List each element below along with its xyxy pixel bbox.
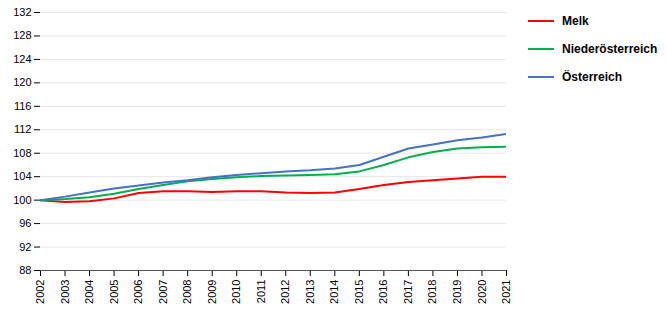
- svg-text:2008: 2008: [181, 280, 193, 304]
- html-text:Niederösterreich: Niederösterreich: [562, 42, 658, 56]
- svg-text:2004: 2004: [83, 280, 95, 304]
- svg-text:116: 116: [14, 100, 32, 112]
- svg-text:104: 104: [13, 170, 31, 182]
- svg-text:2013: 2013: [304, 280, 316, 304]
- svg-text:124: 124: [13, 53, 31, 65]
- svg-text:2006: 2006: [132, 280, 144, 304]
- html-text:Melk: Melk: [562, 14, 589, 28]
- svg-text:2018: 2018: [426, 280, 438, 304]
- svg-text:96: 96: [19, 217, 31, 229]
- svg-text:2011: 2011: [255, 280, 267, 304]
- svg-text:92: 92: [19, 241, 31, 253]
- svg-text:2009: 2009: [206, 280, 218, 304]
- svg-text:2016: 2016: [377, 280, 389, 304]
- svg-text:128: 128: [13, 29, 31, 41]
- svg-text:2015: 2015: [353, 280, 365, 304]
- svg-text:2002: 2002: [34, 280, 46, 304]
- svg-text:120: 120: [13, 76, 31, 88]
- svg-text:88: 88: [19, 264, 31, 276]
- svg-text:2012: 2012: [279, 280, 291, 304]
- svg-text:2014: 2014: [328, 280, 340, 304]
- svg-text:2020: 2020: [475, 280, 487, 304]
- html-text:Österreich: Österreich: [562, 70, 622, 84]
- svg-text:132: 132: [13, 6, 31, 18]
- svg-text:2003: 2003: [59, 280, 71, 304]
- svg-text:2010: 2010: [230, 280, 242, 304]
- svg-text:2017: 2017: [402, 280, 414, 304]
- svg-text:100: 100: [13, 194, 31, 206]
- svg-text:112: 112: [14, 123, 32, 135]
- svg-text:2005: 2005: [108, 280, 120, 304]
- svg-text:2021: 2021: [500, 280, 512, 304]
- svg-text:108: 108: [13, 147, 31, 159]
- svg-text:2019: 2019: [451, 280, 463, 304]
- svg-text:2007: 2007: [157, 280, 169, 304]
